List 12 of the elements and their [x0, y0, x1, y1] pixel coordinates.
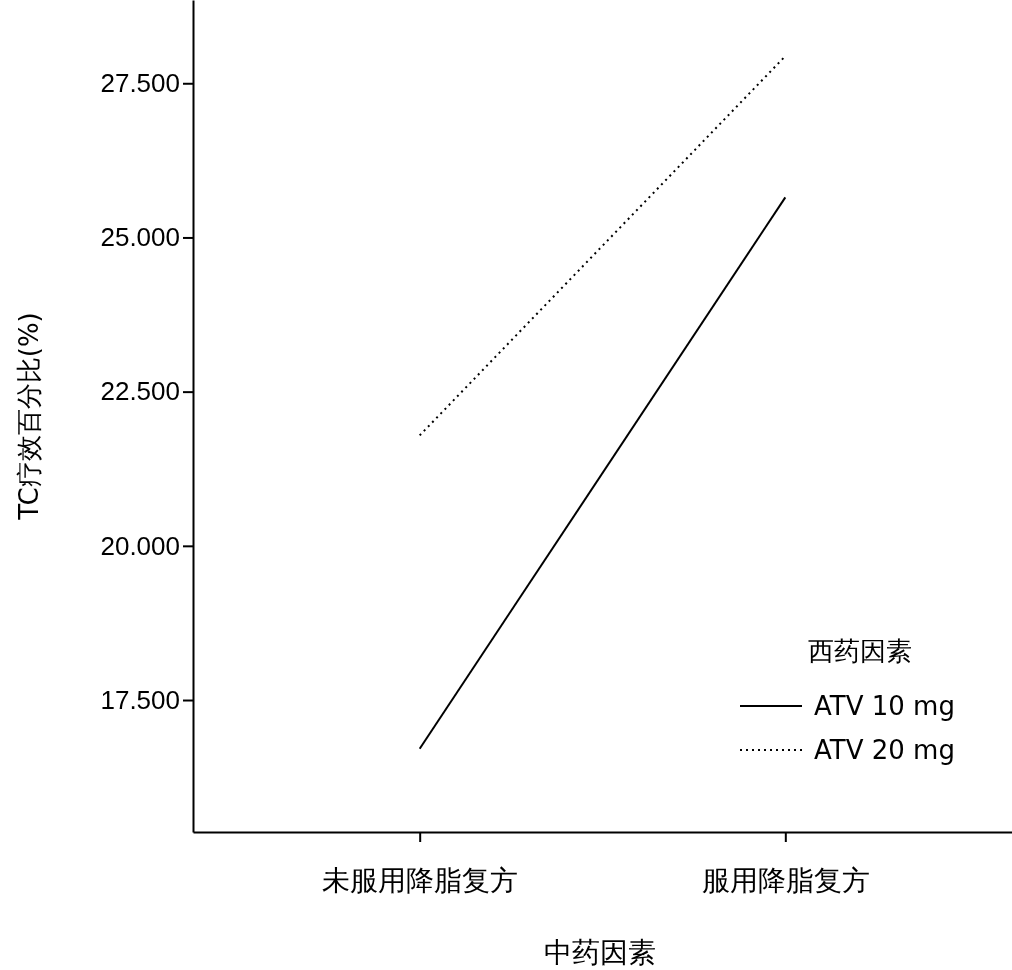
- y-tick-label: 27.500: [100, 68, 180, 99]
- legend-title: 西药因素: [808, 636, 912, 666]
- y-tick-label: 25.000: [100, 222, 180, 253]
- legend-label: ATV 10 mg: [814, 691, 955, 721]
- y-tick-label: 20.000: [100, 530, 180, 561]
- legend-label: ATV 20 mg: [814, 735, 955, 765]
- x-axis-title: 中药因素: [543, 936, 656, 969]
- y-axis-title: TC疗效百分比(%): [14, 312, 44, 521]
- y-tick-label: 22.500: [100, 376, 180, 407]
- x-tick-label: 服用降脂复方: [701, 864, 870, 896]
- x-tick-label: 未服用降脂复方: [322, 864, 519, 896]
- y-tick-label: 17.500: [100, 684, 180, 715]
